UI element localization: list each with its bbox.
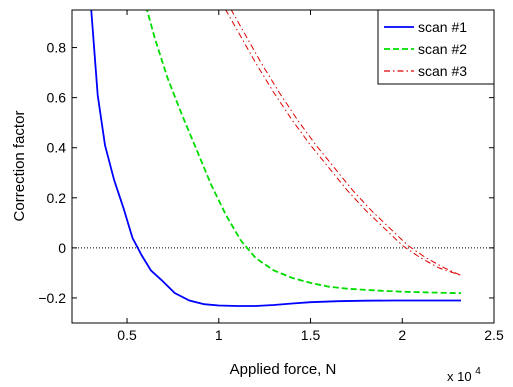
legend-box bbox=[377, 9, 495, 85]
x-axis-label: Applied force, N bbox=[230, 361, 337, 378]
x-tick-label: 1 bbox=[215, 327, 223, 343]
legend-label-scan-1: scan #1 bbox=[418, 19, 467, 35]
legend: scan #1 scan #2 scan #3 bbox=[377, 9, 495, 85]
series-line-scan-3-2 bbox=[230, 10, 462, 276]
y-axis-label: Correction factor bbox=[11, 111, 28, 222]
y-tick-label: 0 bbox=[58, 240, 66, 256]
legend-label-scan-3: scan #3 bbox=[418, 63, 467, 79]
x-axis-ticks: 0.5 1 1.5 2 2.5 bbox=[117, 10, 504, 343]
y-tick-label: 0.6 bbox=[47, 90, 67, 106]
y-tick-label: 0.2 bbox=[47, 190, 67, 206]
legend-label-scan-2: scan #2 bbox=[418, 41, 467, 57]
x-tick-label: 2 bbox=[398, 327, 406, 343]
plot-frame bbox=[71, 9, 495, 324]
y-tick-label: −0.2 bbox=[38, 290, 66, 306]
series-line-scan-1 bbox=[90, 10, 461, 307]
series-layer bbox=[72, 10, 494, 307]
x-axis-multiplier: x 10 4 bbox=[447, 366, 481, 384]
x-tick-label: 2.5 bbox=[484, 327, 504, 343]
x-axis-multiplier-exponent: 4 bbox=[475, 366, 481, 377]
series-line-scan-2 bbox=[146, 10, 462, 295]
series-line-scan-3-1 bbox=[225, 10, 462, 276]
x-tick-label: 1.5 bbox=[301, 327, 321, 343]
x-axis-multiplier-base: x 10 bbox=[447, 369, 472, 384]
x-tick-label: 0.5 bbox=[117, 327, 137, 343]
y-axis-ticks: −0.2 0 0.2 0.4 0.6 0.8 bbox=[38, 40, 494, 306]
y-tick-label: 0.4 bbox=[47, 140, 67, 156]
y-tick-label: 0.8 bbox=[47, 40, 67, 56]
